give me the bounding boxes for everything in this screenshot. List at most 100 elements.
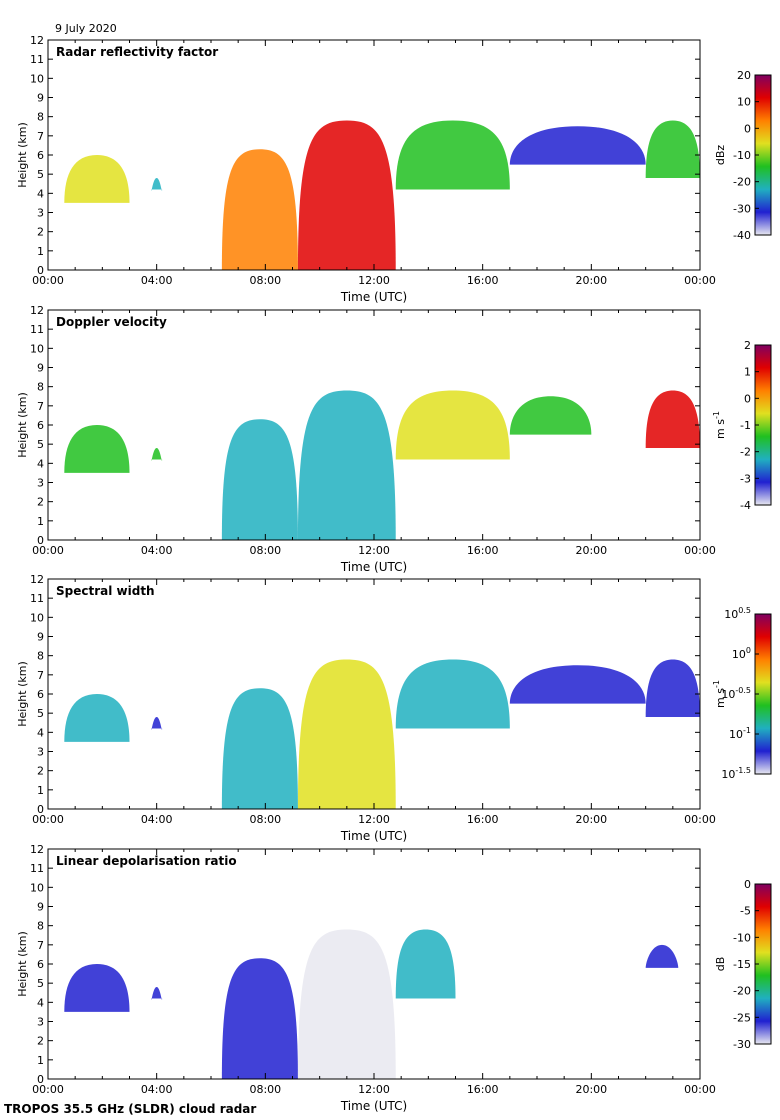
colorbar-tick-label: 1 bbox=[744, 366, 751, 379]
y-tick-label: 11 bbox=[30, 592, 44, 605]
colorbar-label: dB bbox=[714, 957, 727, 972]
x-tick-label: 04:00 bbox=[141, 1083, 173, 1096]
x-tick-label: 00:00 bbox=[32, 1083, 64, 1096]
data-field-6 bbox=[509, 126, 646, 165]
x-tick-label: 08:00 bbox=[249, 813, 281, 826]
y-tick-label: 4 bbox=[37, 457, 44, 470]
y-tick-label: 11 bbox=[30, 53, 44, 66]
colorbar-tick-label: 10 bbox=[737, 96, 751, 109]
x-tick-label: 00:00 bbox=[32, 274, 64, 287]
y-tick-label: 0 bbox=[37, 1073, 44, 1086]
y-tick-label: 2 bbox=[37, 496, 44, 509]
x-tick-label: 00:00 bbox=[684, 274, 716, 287]
colorbar-tick-label: 2 bbox=[744, 339, 751, 352]
x-tick-label: 20:00 bbox=[575, 1083, 607, 1096]
y-tick-label: 3 bbox=[37, 1016, 44, 1029]
colorbar bbox=[755, 345, 771, 505]
x-axis-label: Time (UTC) bbox=[340, 1099, 407, 1113]
y-tick-label: 10 bbox=[30, 881, 44, 894]
x-tick-label: 00:00 bbox=[684, 813, 716, 826]
panel-title: Linear depolarisation ratio bbox=[56, 854, 237, 868]
y-tick-label: 5 bbox=[37, 707, 44, 720]
y-axis-label: Height (km) bbox=[16, 122, 29, 188]
x-tick-label: 08:00 bbox=[249, 1083, 281, 1096]
data-field-3 bbox=[221, 958, 298, 1079]
x-tick-label: 00:00 bbox=[32, 544, 64, 557]
colorbar bbox=[755, 75, 771, 235]
colorbar-label: m s-1 bbox=[712, 411, 727, 439]
colorbar-tick-label: -4 bbox=[740, 499, 751, 512]
date-label: 9 July 2020 bbox=[55, 22, 117, 35]
x-tick-label: 16:00 bbox=[467, 544, 499, 557]
colorbar-tick-label: -30 bbox=[733, 202, 751, 215]
y-tick-label: 11 bbox=[30, 862, 44, 875]
y-tick-label: 0 bbox=[37, 803, 44, 816]
colorbar-tick-label: 0 bbox=[744, 878, 751, 891]
x-tick-label: 16:00 bbox=[467, 813, 499, 826]
colorbar-tick-label: 0 bbox=[744, 392, 751, 405]
y-tick-label: 1 bbox=[37, 515, 44, 528]
y-tick-label: 6 bbox=[37, 688, 44, 701]
data-field-2 bbox=[151, 178, 163, 191]
x-tick-label: 04:00 bbox=[141, 813, 173, 826]
x-tick-label: 08:00 bbox=[249, 544, 281, 557]
y-tick-label: 8 bbox=[37, 111, 44, 124]
x-tick-label: 16:00 bbox=[467, 274, 499, 287]
colorbar-tick-label: 10-0.5 bbox=[721, 686, 751, 701]
panel-title: Doppler velocity bbox=[56, 315, 167, 329]
y-axis-label: Height (km) bbox=[16, 661, 29, 727]
y-tick-label: 1 bbox=[37, 245, 44, 258]
colorbar-tick-label: -5 bbox=[740, 905, 751, 918]
data-field-7 bbox=[645, 659, 700, 717]
y-tick-label: 2 bbox=[37, 765, 44, 778]
x-tick-label: 12:00 bbox=[358, 1083, 390, 1096]
data-field-3 bbox=[221, 688, 298, 809]
data-field-group bbox=[64, 390, 700, 540]
x-tick-label: 12:00 bbox=[358, 813, 390, 826]
y-tick-label: 7 bbox=[37, 939, 44, 952]
data-field-5 bbox=[395, 120, 510, 190]
data-field-4 bbox=[297, 659, 396, 809]
data-field-7 bbox=[645, 120, 700, 178]
y-tick-label: 7 bbox=[37, 669, 44, 682]
y-tick-label: 3 bbox=[37, 746, 44, 759]
colorbar-tick-label: -10 bbox=[733, 931, 751, 944]
colorbar-tick-label: -25 bbox=[733, 1011, 751, 1024]
data-field-4 bbox=[297, 120, 396, 270]
x-tick-label: 20:00 bbox=[575, 813, 607, 826]
data-field-4 bbox=[297, 929, 396, 1079]
colorbar-tick-label: 10-1 bbox=[729, 726, 751, 741]
y-tick-label: 10 bbox=[30, 342, 44, 355]
x-tick-label: 20:00 bbox=[575, 274, 607, 287]
y-tick-label: 12 bbox=[30, 34, 44, 47]
y-tick-label: 9 bbox=[37, 901, 44, 914]
x-axis-label: Time (UTC) bbox=[340, 290, 407, 304]
x-tick-label: 00:00 bbox=[684, 1083, 716, 1096]
y-tick-label: 2 bbox=[37, 226, 44, 239]
y-tick-label: 3 bbox=[37, 207, 44, 220]
y-tick-label: 9 bbox=[37, 362, 44, 375]
colorbar-label: dBz bbox=[714, 145, 727, 166]
y-tick-label: 0 bbox=[37, 264, 44, 277]
colorbar-tick-label: -1 bbox=[740, 419, 751, 432]
x-tick-label: 12:00 bbox=[358, 274, 390, 287]
x-axis-label: Time (UTC) bbox=[340, 560, 407, 574]
y-tick-label: 9 bbox=[37, 631, 44, 644]
data-field-group bbox=[64, 929, 679, 1079]
x-axis-label: Time (UTC) bbox=[340, 829, 407, 843]
y-tick-label: 7 bbox=[37, 400, 44, 413]
y-tick-label: 5 bbox=[37, 438, 44, 451]
data-field-group bbox=[64, 120, 700, 270]
colorbar-tick-label: 20 bbox=[737, 69, 751, 82]
colorbar-tick-label: 100.5 bbox=[724, 606, 751, 621]
x-tick-label: 16:00 bbox=[467, 1083, 499, 1096]
y-tick-label: 0 bbox=[37, 534, 44, 547]
data-field-2 bbox=[151, 717, 163, 730]
colorbar-tick-label: 10-1.5 bbox=[721, 766, 751, 781]
y-tick-label: 7 bbox=[37, 130, 44, 143]
y-tick-label: 4 bbox=[37, 726, 44, 739]
data-field-2 bbox=[151, 987, 163, 1000]
